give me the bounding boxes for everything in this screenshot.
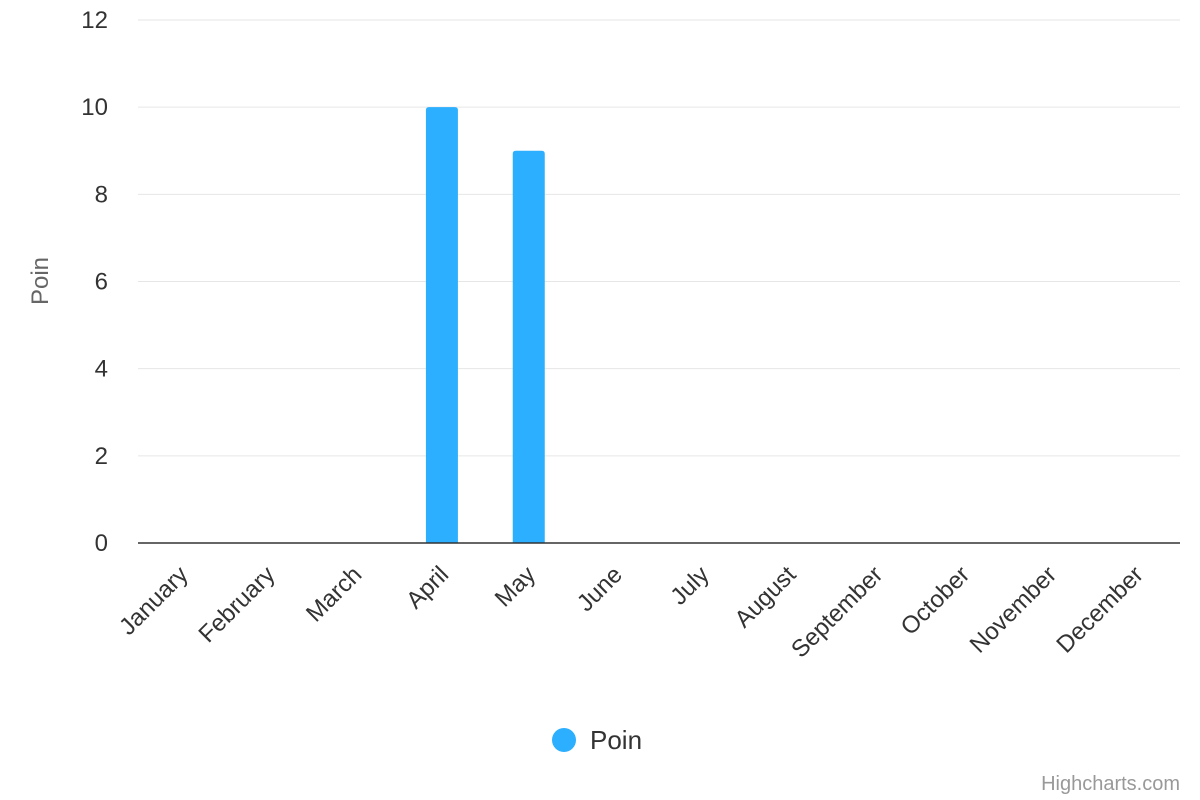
y-tick-label: 12 (81, 7, 108, 34)
bar-april[interactable] (425, 107, 458, 544)
y-axis-title: Poin (27, 257, 54, 305)
legend[interactable]: Poin (552, 725, 642, 755)
x-tick-label: November (965, 561, 1062, 658)
x-tick-label: February (193, 561, 280, 648)
x-tick-label: April (401, 561, 454, 614)
x-tick-label: January (114, 561, 193, 640)
y-tick-label: 4 (95, 356, 108, 383)
y-axis-ticks: 0 2 4 6 8 10 12 (81, 7, 108, 557)
x-axis-ticks: January February March April May June July Augu… (114, 561, 1149, 663)
y-tick-label: 0 (95, 530, 108, 557)
y-tick-label: 6 (95, 269, 108, 296)
x-tick-label: July (665, 561, 714, 610)
legend-item-label[interactable]: Poin (590, 725, 642, 755)
x-tick-label: August (730, 561, 802, 633)
grid-lines (138, 19, 1180, 457)
y-tick-label: 2 (95, 443, 108, 470)
x-tick-label: December (1051, 561, 1148, 658)
legend-symbol[interactable] (552, 728, 576, 752)
bars (425, 107, 545, 544)
x-tick-label: September (786, 561, 888, 663)
bar-may[interactable] (512, 150, 545, 543)
x-tick-label: March (301, 561, 367, 627)
y-tick-label: 8 (95, 181, 108, 208)
x-tick-label: October (896, 561, 975, 640)
credits-link[interactable]: Highcharts.com (1041, 773, 1180, 795)
y-tick-label: 10 (81, 94, 108, 121)
x-tick-label: May (490, 561, 541, 612)
x-tick-label: June (572, 561, 628, 617)
